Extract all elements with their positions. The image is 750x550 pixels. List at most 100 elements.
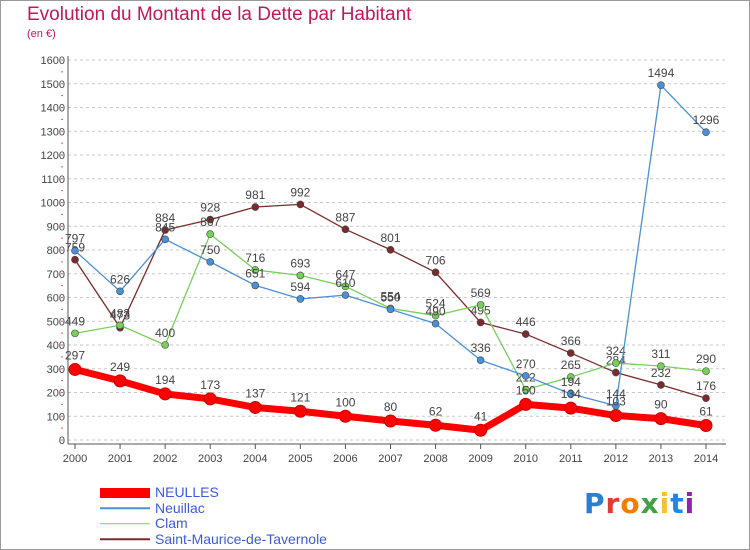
y-tick-label: 100 — [47, 411, 65, 423]
data-point — [521, 385, 530, 394]
y-tick-label: 400 — [47, 340, 65, 352]
data-label: 270 — [516, 357, 536, 371]
data-point — [248, 400, 262, 414]
y-tick-label: 900 — [47, 221, 65, 233]
data-label: 144 — [606, 387, 626, 401]
data-point — [71, 246, 79, 255]
data-point — [566, 373, 575, 381]
legend-label: Neuillac — [155, 499, 205, 516]
data-label: 232 — [651, 366, 671, 380]
x-tick-label: 2000 — [63, 453, 87, 465]
data-point — [341, 225, 350, 234]
data-point — [609, 409, 623, 423]
x-tick-label: 2012 — [604, 453, 628, 465]
data-point — [474, 423, 488, 437]
data-point — [384, 414, 397, 428]
data-point — [116, 321, 124, 330]
chart-unit: (en €) — [27, 28, 56, 40]
data-point — [206, 215, 215, 224]
data-point — [476, 356, 485, 365]
data-label: 400 — [155, 326, 175, 340]
data-point — [612, 368, 620, 377]
y-tick-label: 800 — [47, 245, 65, 257]
data-point — [431, 319, 440, 328]
data-point — [519, 397, 533, 411]
y-tick-label: 1500 — [41, 79, 65, 91]
data-point — [386, 305, 395, 314]
data-label: 928 — [200, 201, 220, 215]
data-label: 473 — [110, 309, 130, 323]
data-point — [71, 329, 79, 338]
legend-swatch — [100, 487, 150, 498]
proxiti-logo: Proxiti — [584, 487, 695, 520]
data-point — [113, 374, 127, 388]
data-point — [158, 387, 172, 401]
y-tick-label: 1400 — [41, 103, 65, 115]
data-label: 41 — [474, 409, 488, 423]
data-label: 992 — [290, 185, 310, 199]
logo-letter: P — [584, 487, 606, 520]
y-tick-label: 1300 — [41, 126, 65, 138]
data-label: 194 — [155, 373, 175, 387]
data-label: 150 — [516, 383, 536, 397]
data-point — [251, 203, 260, 211]
legend-label: Saint-Maurice-de-Tavernole — [155, 530, 327, 547]
data-point — [116, 287, 124, 296]
y-tick-label: 500 — [47, 316, 65, 328]
data-label: 706 — [426, 253, 446, 267]
data-point — [564, 401, 578, 415]
data-label: 311 — [651, 347, 670, 361]
legend-swatch — [100, 507, 150, 509]
data-label: 1296 — [693, 113, 720, 127]
y-tick-label: 1600 — [41, 55, 65, 67]
legend-label: Clam — [155, 515, 188, 531]
data-label: 554 — [380, 289, 400, 303]
data-point — [657, 362, 665, 370]
logo-letter: x — [640, 487, 660, 520]
data-point — [429, 418, 443, 432]
x-tick-label: 2001 — [108, 453, 132, 465]
data-label: 90 — [654, 398, 668, 412]
chart-title: Evolution du Montant de la Dette par Hab… — [27, 4, 412, 25]
data-point — [203, 392, 217, 406]
x-tick-label: 2009 — [468, 453, 492, 465]
legend-label: NEULLES — [155, 484, 219, 500]
data-label: 121 — [290, 390, 310, 404]
data-label: 100 — [335, 395, 355, 409]
data-label: 797 — [65, 232, 85, 246]
data-point — [431, 268, 440, 277]
logo-letter: r — [605, 487, 621, 520]
data-label: 483 — [110, 306, 130, 320]
data-label: 134 — [561, 387, 581, 401]
data-label: 610 — [335, 276, 355, 290]
legend-swatch — [100, 523, 150, 525]
data-label: 137 — [245, 386, 265, 400]
data-label: 524 — [426, 297, 446, 311]
data-point — [161, 235, 169, 244]
data-label: 887 — [335, 210, 355, 224]
logo-letter: o — [620, 487, 641, 520]
data-point — [654, 412, 668, 426]
y-tick-label: 300 — [47, 364, 65, 376]
data-point — [521, 330, 530, 338]
data-point — [251, 266, 260, 274]
data-label: 446 — [516, 315, 536, 329]
data-label: 176 — [696, 379, 716, 393]
data-label: 80 — [384, 400, 398, 414]
data-point — [566, 390, 575, 398]
data-point — [251, 281, 260, 290]
data-point — [431, 311, 440, 320]
data-label: 366 — [561, 334, 581, 348]
data-point — [612, 359, 620, 367]
data-label: 626 — [110, 272, 130, 286]
data-point — [161, 341, 169, 349]
data-label: 569 — [471, 286, 491, 300]
data-label: 290 — [696, 352, 716, 366]
data-label: 449 — [65, 314, 85, 328]
logo-letter: i — [684, 487, 696, 520]
data-label: 297 — [65, 348, 85, 362]
data-point — [68, 362, 82, 376]
data-label: 716 — [245, 251, 265, 265]
data-label: 867 — [200, 215, 220, 229]
